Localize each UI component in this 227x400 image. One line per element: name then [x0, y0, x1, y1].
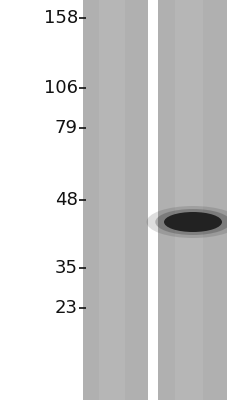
Text: 158: 158 [44, 9, 78, 27]
Ellipse shape [146, 206, 227, 238]
Bar [175, 0, 203, 400]
Ellipse shape [155, 209, 227, 235]
Text: 106: 106 [44, 79, 78, 97]
Ellipse shape [163, 212, 221, 232]
Bar [83, 0, 147, 400]
Text: 79: 79 [55, 119, 78, 137]
Bar [157, 0, 227, 400]
Text: 35: 35 [55, 259, 78, 277]
Text: 23: 23 [55, 299, 78, 317]
Text: 48: 48 [55, 191, 78, 209]
Bar [99, 0, 125, 400]
